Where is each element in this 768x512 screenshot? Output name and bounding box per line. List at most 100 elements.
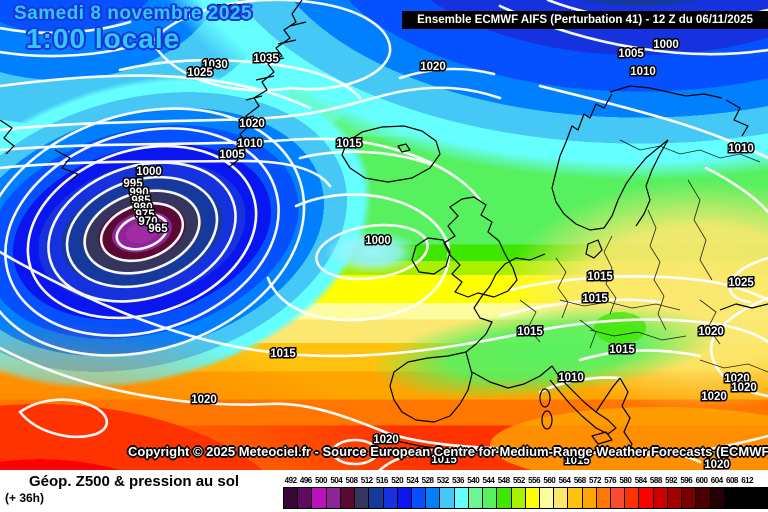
pressure-label: 1020 [698,326,724,338]
scale-swatch [354,487,370,509]
pressure-label: 1035 [253,53,279,65]
scale-tick-label: 540 [467,476,480,485]
pressure-label: 975 [135,209,155,221]
pressure-label: 1015 [517,326,543,338]
scale-labels: 492 496 500 504 508 512 516 520 524 528 532 536 540 5… [283,476,768,486]
scale-tick-label: 588 [649,476,662,485]
pressure-label: 1025 [728,277,754,289]
scale-swatch [410,487,427,509]
scale-swatch [567,487,583,509]
forecast-date: Samedi 8 novembre 2025 [14,3,253,24]
scale-tick-label: 492 [284,476,297,485]
pressure-label: 1005 [618,48,644,60]
scale-tick-label: 520 [391,476,404,485]
scale-swatch [652,487,668,509]
scale-tick-label: 528 [421,476,434,485]
scale-swatch [695,487,711,509]
scale-swatch [283,487,299,509]
scale-swatch [595,487,612,509]
scale-swatch [339,487,356,509]
scale-swatch [297,487,313,509]
scale-swatch [311,487,327,509]
pressure-label: 995 [123,178,143,190]
scale-tick-label: 612 [741,476,754,485]
scale-swatch [325,487,341,509]
scale-swatch [581,487,597,509]
scale-tick-label: 560 [543,476,556,485]
pressure-label: 1015 [582,293,608,305]
scale-swatch [496,487,512,509]
pressure-label: 1015 [431,454,457,466]
scale-swatch [681,487,697,509]
pressure-label: 970 [138,216,157,228]
legend-bar: Géop. Z500 & pression au sol (+ 36h) 492… [0,470,768,512]
pressure-labels: 1035103510301025102010101005101510001005… [122,4,758,471]
coastlines [0,0,768,457]
scale-tick-label: 604 [710,476,723,485]
pressure-label: 1010 [237,138,263,150]
scale-swatch [382,487,398,509]
pressure-label: 1010 [630,66,656,78]
scale-swatch [553,487,569,509]
scale-tick-label: 568 [573,476,586,485]
scale-swatch [638,487,654,509]
legend-title: Géop. Z500 & pression au sol [29,473,240,490]
pressure-label: 1015 [587,271,613,283]
scale-tick-label: 584 [634,476,647,485]
pressure-label: 990 [129,187,148,199]
scale-swatch [368,487,384,509]
scale-swatch [624,487,640,509]
scale-swatch [453,487,469,509]
scale-tick-label: 556 [528,476,541,485]
scale-tick-label: 580 [619,476,632,485]
pressure-label: 1025 [187,67,213,79]
scale-swatch [425,487,441,509]
scale-swatch-overflow [723,487,768,509]
scale-swatch [467,487,484,509]
pressure-label: 1000 [365,235,391,247]
pressure-label: 1000 [653,39,679,51]
scale-tick-label: 596 [680,476,693,485]
pressure-label: 1000 [136,166,162,178]
scale-tick-label: 512 [360,476,373,485]
scale-tick-label: 544 [482,476,495,485]
pressure-label: 1015 [270,348,296,360]
pressure-label: 1020 [724,373,750,385]
pressure-label: 1030 [202,59,228,71]
scale-swatch [538,487,555,509]
scale-swatch [610,487,626,509]
scale-tick-label: 548 [497,476,510,485]
scale-swatch [396,487,412,509]
scale-tick-label: 508 [345,476,358,485]
pressure-label: 1035 [215,5,241,17]
scale-tick-label: 504 [330,476,343,485]
forecast-datetime: Samedi 8 novembre 2025 1:00 locale [14,3,253,54]
scale-tick-label: 496 [299,476,312,485]
scale-tick-label: 592 [665,476,677,485]
pressure-label: 1005 [219,149,245,161]
model-run-bar: Ensemble ECMWF AIFS (Perturbation 41) - … [402,11,768,29]
pressure-label: 980 [133,202,152,214]
forecast-local-time: 1:00 locale [26,22,181,54]
scale-swatch [510,487,526,509]
pressure-label: 1020 [420,61,446,73]
scale-tick-label: 572 [589,476,601,485]
scale-tick-label: 500 [315,476,327,485]
color-scale: 492 496 500 504 508 512 516 520 524 528 532 536 540 5… [283,470,768,512]
pressure-label: 1015 [336,138,362,150]
pressure-label: 1020 [731,382,757,394]
scale-swatch [439,487,455,509]
scale-tick-label: 536 [452,476,464,485]
scale-swatches [283,487,768,509]
scale-swatch [666,487,683,509]
scale-tick-label: 532 [436,476,449,485]
pressure-label: 1015 [564,455,590,467]
scale-swatch [709,487,725,509]
pressure-label: 1020 [704,459,730,470]
scale-tick-label: 600 [695,476,708,485]
scale-tick-label: 564 [558,476,571,485]
pressure-label: 965 [148,223,168,235]
pressure-label: 1010 [558,372,584,384]
pressure-label: 985 [131,195,151,207]
